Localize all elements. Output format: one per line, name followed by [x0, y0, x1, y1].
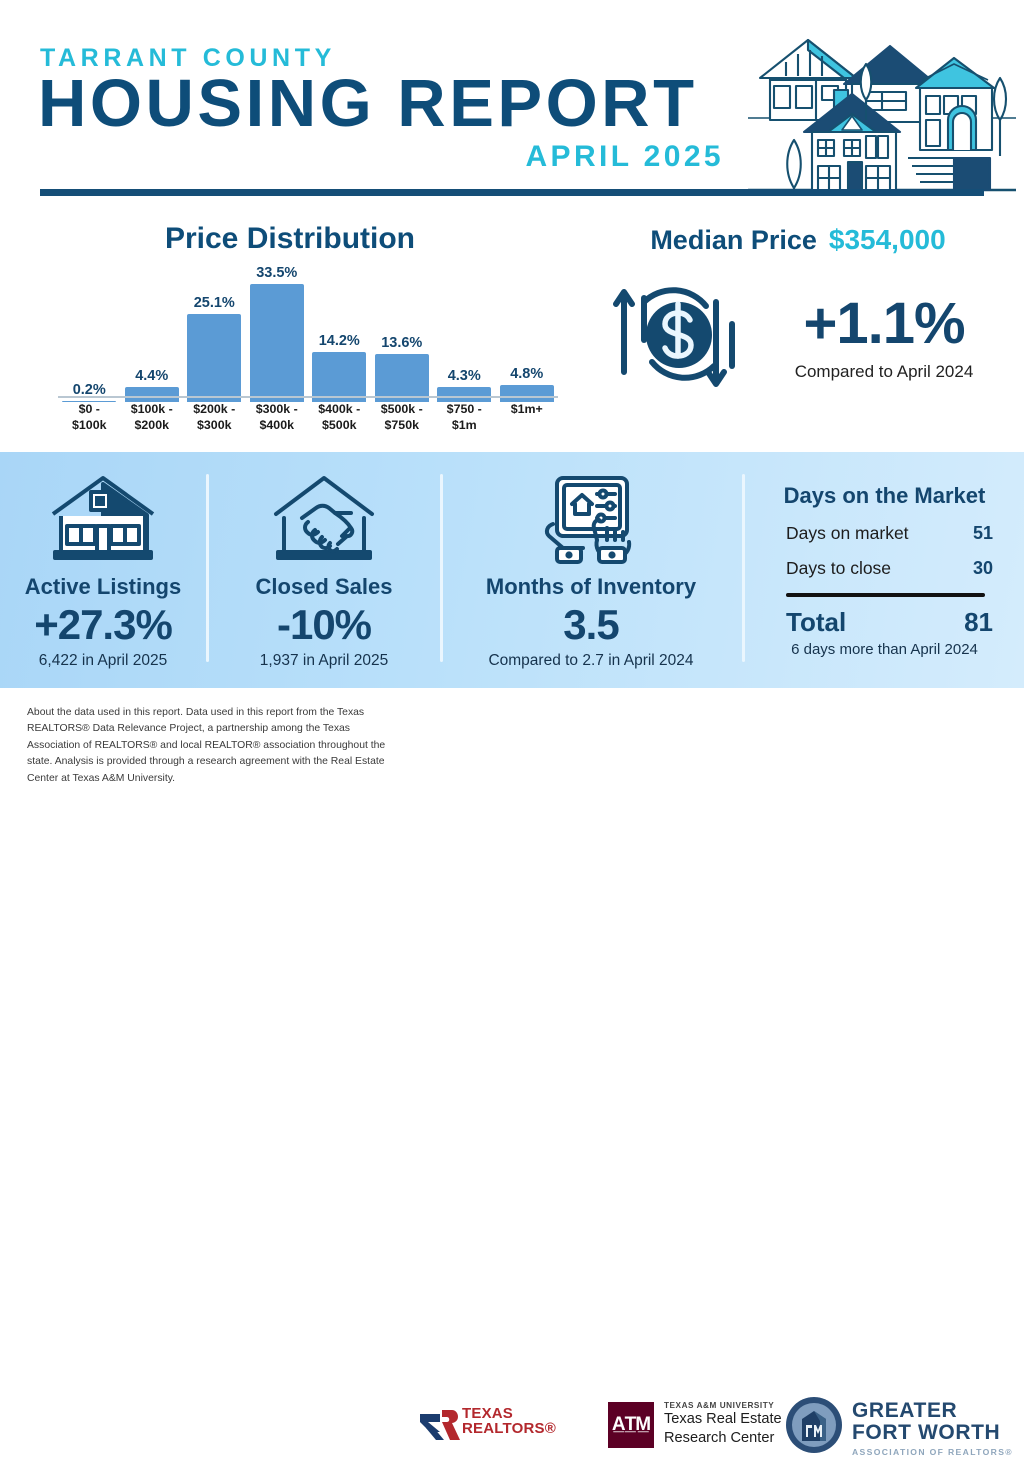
stat-value: -10%	[276, 601, 372, 648]
page-title: HOUSING REPORT	[38, 66, 698, 141]
bar-value-label: 25.1%	[193, 294, 235, 311]
gfw-line-3: ASSOCIATION OF REALTORS®	[852, 1446, 1013, 1457]
chart-x-axis-labels: $0 - $100k $100k - $200k $200k - $300k $300k -…	[58, 402, 558, 447]
bar-value-label: 14.2%	[318, 332, 360, 349]
row-label: Days to close	[786, 558, 892, 578]
x-axis-label: $750 - $1m	[446, 402, 482, 432]
panel-divider-1	[206, 474, 209, 662]
disclaimer-text: About the data used in this report. Data…	[27, 707, 386, 784]
tamu-logo-text: TEXAS A&M UNIVERSITY Texas Real Estate R…	[664, 1401, 782, 1448]
houses-illustration-icon	[748, 18, 1016, 193]
chart-bar-group: 4.4%	[124, 367, 179, 402]
price-distribution-title: Price Distribution	[164, 222, 416, 255]
panel-divider-2	[440, 474, 443, 662]
bar-value-label: 0.2%	[72, 382, 106, 398]
x-axis-label: $500k - $750k	[380, 402, 423, 432]
report-date: APRIL 2025	[525, 140, 724, 173]
bar-value-label: 33.5%	[256, 265, 298, 281]
chart-bar	[499, 385, 554, 402]
stat-value: 3.5	[563, 601, 619, 648]
bar-value-label: 4.8%	[510, 366, 544, 383]
chart-bar	[437, 386, 492, 402]
table-total-row: Total 81	[762, 607, 1007, 638]
stat-sub: 1,937 in April 2025	[259, 652, 389, 670]
chart-bar	[62, 401, 117, 402]
tamu-line-1: Texas Real Estate	[664, 1411, 782, 1427]
tablet-hands-icon	[446, 470, 736, 566]
days-on-market-table: Days on the Market Days on market 51 Day…	[762, 483, 1007, 658]
panel-divider-3	[742, 474, 745, 662]
x-axis-label: $300k - $400k	[255, 402, 298, 432]
chart-bar-group: 33.5%	[249, 265, 304, 402]
house-icon	[0, 470, 206, 566]
tamu-eyebrow: TEXAS A&M UNIVERSITY	[664, 1401, 775, 1410]
days-on-market-title: Days on the Market	[783, 483, 986, 508]
median-price-label: Median Price	[650, 225, 817, 255]
chart-bar	[374, 354, 429, 402]
row-value: 51	[972, 523, 993, 543]
logo-line-2: REALTORS®	[462, 1420, 556, 1438]
chart-bar	[312, 351, 367, 402]
total-label: Total	[786, 607, 847, 637]
stat-label: Closed Sales	[255, 574, 393, 599]
chart-bar	[187, 313, 242, 402]
stat-months-inventory: Months of Inventory 3.5 Compared to 2.7 …	[446, 470, 736, 670]
logo-line-1: TEXAS	[462, 1405, 514, 1422]
gfw-logo-text: GREATER FORT WORTH ASSOCIATION OF REALTO…	[852, 1399, 1013, 1457]
bar-value-label: 13.6%	[381, 335, 423, 352]
total-value: 81	[964, 607, 993, 637]
median-price-header: Median Price $354,000	[588, 224, 1008, 256]
price-distribution-chart: 0.2% 4.4% 25.1% 33.5% 14.2% 13.6% 4.3% 4.8%	[58, 262, 558, 402]
county-kicker: TARRANT COUNTY	[40, 44, 336, 72]
median-price-value: $354,000	[828, 224, 946, 255]
tamu-logo-mark: A̲T̲M̲	[608, 1402, 654, 1448]
x-axis-label: $100k - $200k	[130, 402, 173, 432]
x-axis-label: $400k - $500k	[318, 402, 361, 432]
chart-bar	[249, 284, 304, 402]
stat-label: Active Listings	[24, 574, 182, 599]
row-label: Days on market	[786, 523, 909, 543]
dollar-cycle-icon	[604, 262, 754, 412]
chart-bar-group: 13.6%	[374, 335, 429, 402]
gfw-logo-mark	[786, 1397, 842, 1453]
table-row: Days on market 51	[762, 523, 1007, 544]
x-axis-label: $200k - $300k	[193, 402, 236, 432]
texas-realtors-logo-text: TEXAS REALTORS®	[462, 1406, 556, 1437]
tamu-mark-text: A̲T̲M̲	[611, 1414, 651, 1435]
median-price-change: +1.1%	[803, 291, 965, 356]
chart-bar-group: 0.2%	[62, 382, 117, 402]
table-divider	[786, 593, 985, 597]
footer: About the data used in this report. Data…	[0, 688, 1024, 1457]
handshake-house-icon	[212, 470, 436, 566]
median-price-comparison: Compared to April 2024	[794, 362, 974, 381]
x-axis-label: $0 - $100k	[72, 402, 107, 432]
table-row: Days to close 30	[762, 558, 1007, 579]
stat-sub: Compared to 2.7 in April 2024	[488, 652, 694, 670]
days-on-market-note: 6 days more than April 2024	[791, 641, 978, 658]
bar-value-label: 4.4%	[135, 367, 169, 384]
row-value: 30	[972, 558, 993, 578]
header: TARRANT COUNTY HOUSING REPORT APRIL 2025	[0, 0, 1024, 200]
bar-value-label: 4.3%	[447, 367, 481, 384]
chart-bar-group: 25.1%	[187, 294, 242, 402]
chart-bar-group: 4.3%	[437, 367, 492, 402]
tamu-line-2: Research Center	[664, 1429, 775, 1446]
gfw-line-2: FORT WORTH	[852, 1421, 1001, 1445]
chart-baseline	[58, 396, 558, 398]
stat-label: Months of Inventory	[485, 574, 697, 599]
stats-panel: Active Listings +27.3% 6,422 in April 20…	[0, 452, 1024, 688]
x-axis-label: $1m+	[510, 402, 543, 416]
stat-active-listings: Active Listings +27.3% 6,422 in April 20…	[0, 470, 206, 670]
chart-bar	[124, 386, 179, 402]
header-divider	[40, 189, 984, 196]
stat-closed-sales: Closed Sales -10% 1,937 in April 2025	[212, 470, 436, 670]
stat-value: +27.3%	[34, 601, 173, 648]
stat-sub: 6,422 in April 2025	[38, 652, 168, 670]
gfw-line-1: GREATER	[852, 1399, 958, 1422]
chart-bar-group: 14.2%	[312, 332, 367, 402]
